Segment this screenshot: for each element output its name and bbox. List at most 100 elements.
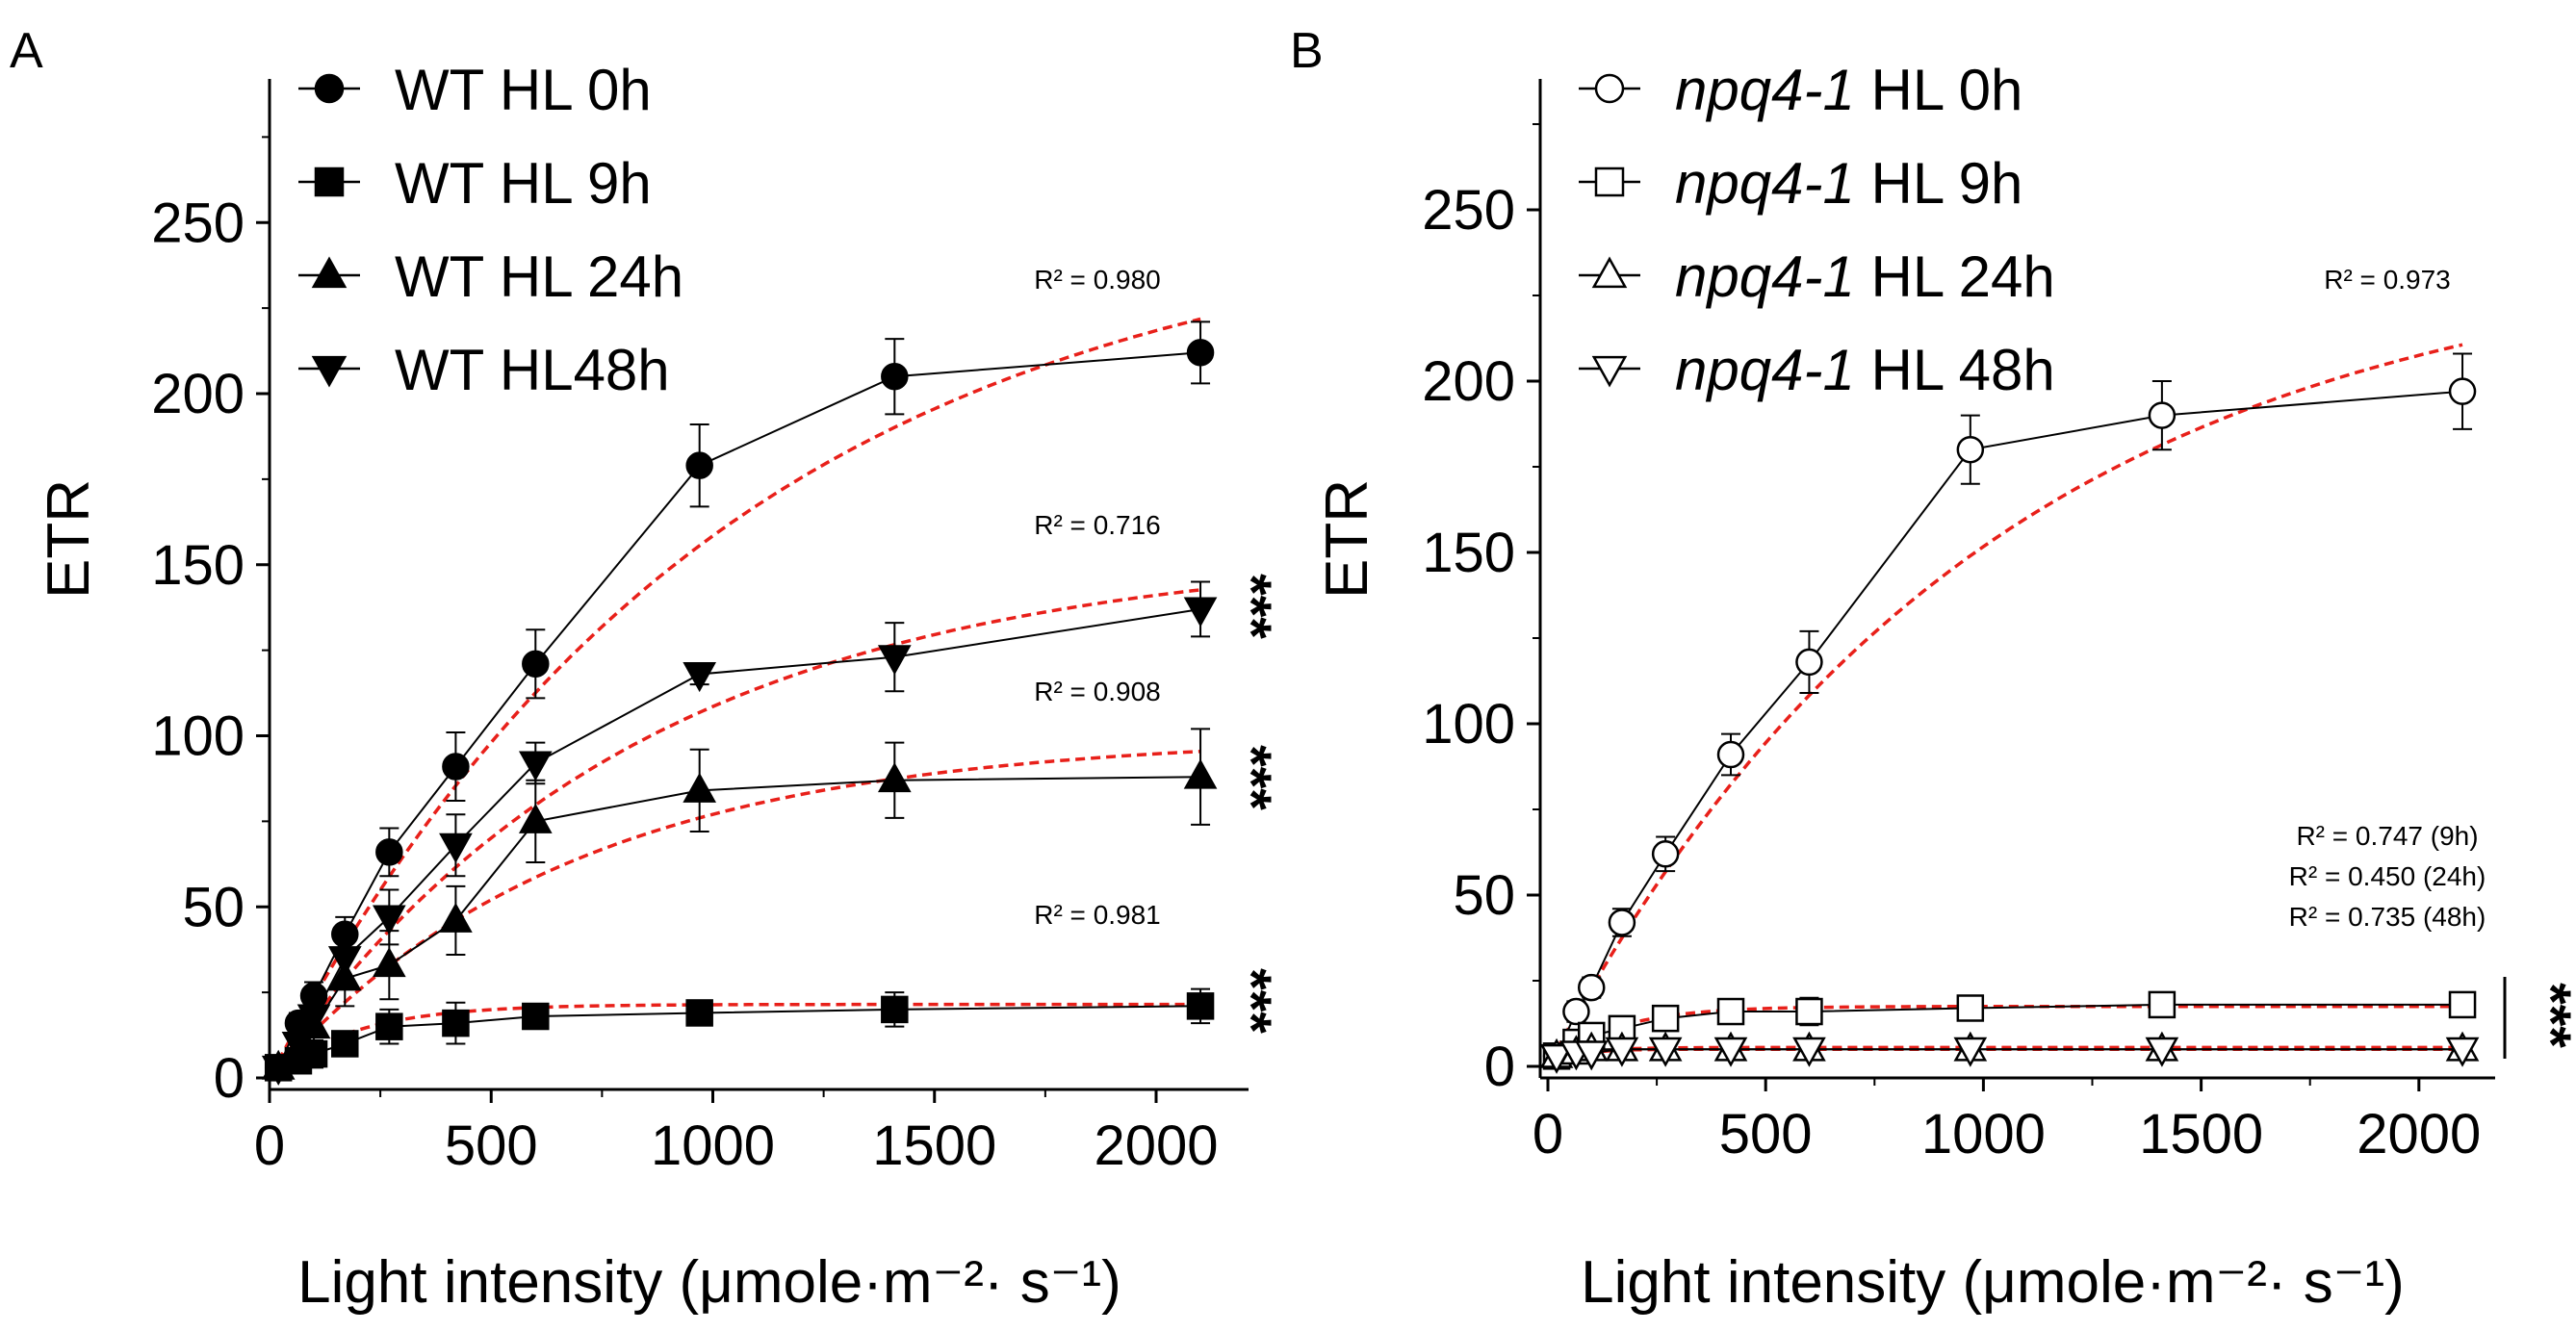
panel-b-significance: *** [2519, 983, 2576, 1048]
panel-b-data-point-circle [1562, 997, 1590, 1026]
panel-b-x-tick-label: 0 [1533, 1103, 1563, 1166]
panel-a-x-tick-label: 1500 [872, 1114, 996, 1177]
panel-b-data-point-circle [2148, 401, 2177, 429]
panel-a: A 0 50 100 150 200 250 0 500 1000 1500 2000 WT HL … [10, 23, 1282, 1316]
panel-b-legend-marker-square [1594, 166, 1625, 197]
panel-b-legend-marker-triangle-down [1591, 355, 1628, 388]
panel-b-legend-label-condition: HL 0h [1855, 58, 2023, 122]
panel-a-r2-48h: R² = 0.716 [1034, 510, 1161, 540]
panel-a-data-point-triangle-up [518, 803, 553, 833]
panel-a-legend-label: WT HL48h [395, 338, 670, 402]
panel-b-data-point-triangle-down [1953, 1037, 1988, 1067]
panel-a-legend-item-3: WT HL48h [298, 338, 670, 402]
panel-a-legend-label: WT HL 9h [395, 151, 652, 216]
panel-b-y-tick-label: 250 [1422, 179, 1515, 242]
panel-a-data-point-square [331, 1030, 359, 1058]
panel-a-legend-item-0: WT HL 0h [298, 58, 652, 122]
panel-a-data-point-triangle-up [439, 902, 473, 933]
panel-a-data-point-triangle-down [281, 1032, 316, 1063]
panel-a-r2-24h: R² = 0.908 [1034, 677, 1161, 706]
panel-b-legend-label-genotype: npq4-1 [1675, 151, 1855, 216]
panel-a-data-point-circle [375, 838, 403, 866]
panel-b-r2-24h: R² = 0.450 (24h) [2289, 861, 2486, 891]
panel-a-legend: WT HL 0h WT HL 9h WT HL 24h WT HL48h [298, 58, 683, 402]
panel-b-legend-label-genotype: npq4-1 [1675, 58, 1855, 122]
panel-letter-b: B [1290, 23, 1324, 79]
panel-a-significance-24h: *** [1220, 745, 1282, 810]
panel-b-r2-0h: R² = 0.973 [2324, 265, 2451, 295]
panel-b-x-tick-label: 500 [1719, 1103, 1813, 1166]
panel-b-fit-curve-3 [1556, 1047, 2462, 1063]
panel-a-data-point-triangle-down [327, 946, 362, 977]
panel-a-data-point-circle [442, 753, 470, 781]
panel-letter-a: A [10, 23, 43, 79]
panel-a-axes: 0 50 100 150 200 250 0 500 1000 1500 2000 [151, 79, 1249, 1177]
panel-b-legend-label: npq4-1 HL 9h [1675, 151, 2022, 216]
panel-a-data-point-triangle-up [1183, 758, 1218, 789]
panel-b-x-axis-label: Light intensity (μmole·m⁻²· s⁻¹) [1581, 1249, 2405, 1316]
panel-b-fit-curve-2 [1556, 1045, 2462, 1063]
panel-a-fit-curve-1 [277, 1002, 1201, 1072]
panel-b-y-tick-label: 100 [1422, 693, 1515, 756]
panel-b-data-point-circle [1956, 435, 1985, 464]
panel-b-data-point-triangle-down [1713, 1037, 1748, 1067]
panel-a-legend-item-2: WT HL 24h [298, 244, 683, 309]
panel-b-legend-item-1: npq4-1 HL 9h [1579, 151, 2022, 216]
panel-a-data-point-triangle-down [683, 662, 717, 693]
panel-b-legend-marker-triangle-up [1591, 256, 1628, 289]
panel-b-series-3 [1539, 1037, 2480, 1074]
panel-b-data-point-square [1795, 997, 1823, 1026]
panel-a-data-point-square [375, 1012, 403, 1040]
panel-b-data-point-square [1651, 1004, 1680, 1033]
panel-a-data-point-triangle-down [439, 832, 473, 863]
panel-b-data-point-circle [1577, 973, 1606, 1002]
panel-b-fit-curve-0 [1555, 343, 2463, 1051]
panel-a-data-point-circle [1186, 339, 1215, 367]
panel-a-y-tick-label: 0 [214, 1047, 245, 1110]
panel-b-data-point-triangle-down [1648, 1037, 1683, 1067]
panel-a-legend-marker-square [314, 166, 345, 197]
panel-b-data-point-triangle-down [1605, 1037, 1639, 1067]
panel-b-data-point-triangle-down [1792, 1037, 1826, 1067]
panel-b-y-tick-label: 50 [1453, 864, 1515, 927]
panel-b-legend-label: npq4-1 HL 48h [1675, 338, 2055, 402]
panel-a-data-point-circle [685, 451, 713, 479]
panel-b-legend-label-condition: HL 24h [1855, 244, 2055, 309]
panel-a-series [261, 320, 1218, 1086]
panel-a-data-point-circle [522, 650, 550, 679]
panel-a-data-point-square [522, 1002, 550, 1031]
panel-a-data-point-square [881, 995, 909, 1024]
panel-a-significance-48h: *** [1220, 574, 1282, 639]
panel-a-r2-0h: R² = 0.980 [1034, 265, 1161, 295]
panel-a-series-line-0 [277, 351, 1201, 1068]
panel-b-fit-curve-1 [1555, 1004, 2462, 1061]
panel-a-y-tick-label: 50 [182, 876, 245, 938]
panel-a-y-tick-label: 150 [151, 534, 245, 597]
panel-a-data-point-circle [881, 362, 909, 391]
panel-a-data-point-triangle-up [373, 947, 406, 978]
panel-a-data-point-square [685, 999, 713, 1027]
panel-a-legend-marker-triangle-down [311, 355, 348, 388]
panel-b-data-point-triangle-down [1574, 1040, 1609, 1071]
panel-b-series [1539, 352, 2480, 1074]
panel-b-data-point-triangle-down [2445, 1037, 2480, 1067]
panel-a-x-tick-label: 500 [445, 1114, 538, 1177]
panel-b-data-point-circle [1651, 840, 1680, 868]
panel-a-data-point-triangle-up [877, 762, 912, 793]
panel-a-x-tick-label: 2000 [1094, 1114, 1218, 1177]
panel-a-data-point-triangle-down [1183, 597, 1218, 628]
panel-a-legend-label: WT HL 24h [395, 244, 683, 309]
panel-a-legend-item-1: WT HL 9h [298, 151, 652, 216]
panel-b-series-line-0 [1556, 390, 2463, 1057]
panel-a-x-tick-label: 1000 [651, 1114, 775, 1177]
panel-b-legend-label-genotype: npq4-1 [1675, 244, 1855, 309]
panel-a-legend-label: WT HL 0h [395, 58, 652, 122]
panel-b-y-tick-label: 200 [1422, 350, 1515, 413]
panel-b-data-point-square [2448, 990, 2477, 1019]
panel-b-legend-label: npq4-1 HL 24h [1675, 244, 2055, 309]
panel-b-series-0 [1542, 352, 2477, 1070]
panel-b-x-tick-label: 2000 [2357, 1103, 2481, 1166]
panel-b-y-axis-label: ETR [1314, 479, 1380, 599]
panel-b-fit-curves [1555, 343, 2463, 1063]
